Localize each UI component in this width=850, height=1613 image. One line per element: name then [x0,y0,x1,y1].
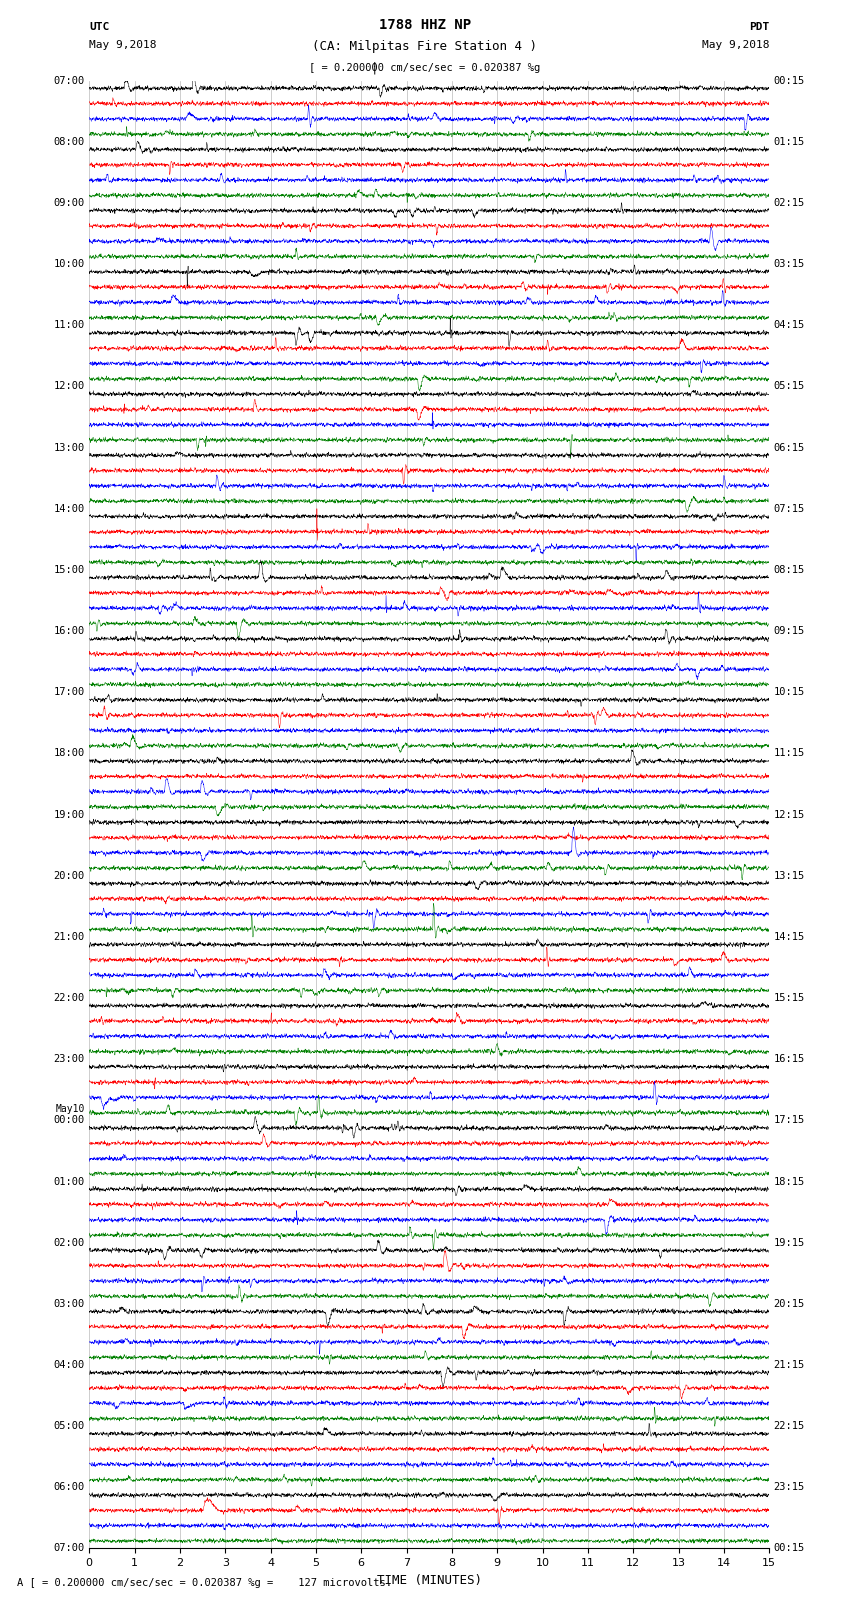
Text: 19:15: 19:15 [774,1237,805,1248]
Text: 1788 HHZ NP: 1788 HHZ NP [379,18,471,32]
Text: 19:00: 19:00 [54,810,85,819]
Text: 17:00: 17:00 [54,687,85,697]
Text: 05:15: 05:15 [774,381,805,392]
Text: 16:00: 16:00 [54,626,85,636]
Text: 07:00: 07:00 [54,76,85,85]
Text: (CA: Milpitas Fire Station 4 ): (CA: Milpitas Fire Station 4 ) [313,40,537,53]
Text: 04:00: 04:00 [54,1360,85,1369]
Text: 02:15: 02:15 [774,198,805,208]
Text: May 9,2018: May 9,2018 [702,40,769,50]
Text: 13:00: 13:00 [54,442,85,453]
Text: [ = 0.200000 cm/sec/sec = 0.020387 %g: [ = 0.200000 cm/sec/sec = 0.020387 %g [309,63,541,73]
Text: 09:15: 09:15 [774,626,805,636]
Text: 07:15: 07:15 [774,503,805,515]
Text: 17:15: 17:15 [774,1115,805,1126]
Text: 10:15: 10:15 [774,687,805,697]
Text: 21:00: 21:00 [54,932,85,942]
Text: 01:15: 01:15 [774,137,805,147]
Text: 06:00: 06:00 [54,1482,85,1492]
Text: 21:15: 21:15 [774,1360,805,1369]
Text: 00:00: 00:00 [54,1115,85,1126]
Text: |: | [371,61,377,74]
X-axis label: TIME (MINUTES): TIME (MINUTES) [377,1574,482,1587]
Text: May 9,2018: May 9,2018 [89,40,156,50]
Text: 22:15: 22:15 [774,1421,805,1431]
Text: 09:00: 09:00 [54,198,85,208]
Text: 15:15: 15:15 [774,994,805,1003]
Text: UTC: UTC [89,23,110,32]
Text: 08:00: 08:00 [54,137,85,147]
Text: A [ = 0.200000 cm/sec/sec = 0.020387 %g =    127 microvolts.: A [ = 0.200000 cm/sec/sec = 0.020387 %g … [17,1578,392,1587]
Text: 13:15: 13:15 [774,871,805,881]
Text: May10: May10 [55,1103,85,1115]
Text: 22:00: 22:00 [54,994,85,1003]
Text: 03:00: 03:00 [54,1298,85,1308]
Text: PDT: PDT [749,23,769,32]
Text: 01:00: 01:00 [54,1176,85,1187]
Text: 14:15: 14:15 [774,932,805,942]
Text: 23:00: 23:00 [54,1055,85,1065]
Text: 06:15: 06:15 [774,442,805,453]
Text: 18:00: 18:00 [54,748,85,758]
Text: 20:00: 20:00 [54,871,85,881]
Text: 04:15: 04:15 [774,321,805,331]
Text: 07:00: 07:00 [54,1544,85,1553]
Text: 12:00: 12:00 [54,381,85,392]
Text: 02:00: 02:00 [54,1237,85,1248]
Text: 05:00: 05:00 [54,1421,85,1431]
Text: 10:00: 10:00 [54,260,85,269]
Text: 08:15: 08:15 [774,565,805,574]
Text: 03:15: 03:15 [774,260,805,269]
Text: 15:00: 15:00 [54,565,85,574]
Text: 14:00: 14:00 [54,503,85,515]
Text: 20:15: 20:15 [774,1298,805,1308]
Text: 00:15: 00:15 [774,1544,805,1553]
Text: 11:00: 11:00 [54,321,85,331]
Text: 12:15: 12:15 [774,810,805,819]
Text: 11:15: 11:15 [774,748,805,758]
Text: 18:15: 18:15 [774,1176,805,1187]
Text: 00:15: 00:15 [774,76,805,85]
Text: 16:15: 16:15 [774,1055,805,1065]
Text: 23:15: 23:15 [774,1482,805,1492]
